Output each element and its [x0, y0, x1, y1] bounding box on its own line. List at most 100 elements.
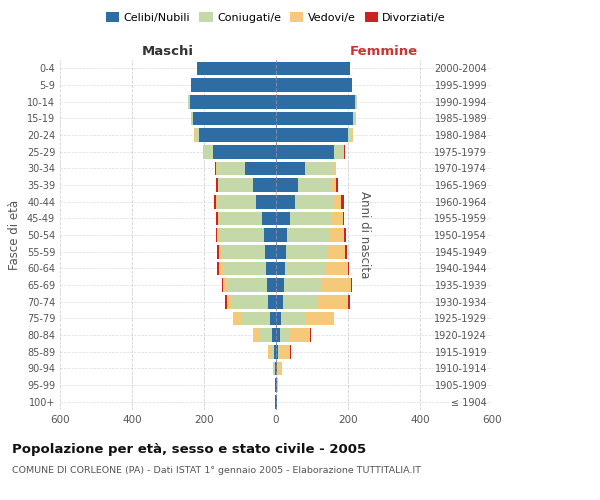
Bar [262, 212, 276, 225]
Bar [281, 312, 305, 325]
Bar [276, 112, 353, 125]
Bar [194, 128, 195, 142]
Bar [280, 345, 290, 358]
Bar [331, 178, 336, 192]
Bar [253, 328, 259, 342]
Bar [223, 278, 227, 292]
Bar [355, 95, 357, 108]
Bar [219, 245, 222, 258]
Bar [204, 145, 213, 158]
Bar [286, 245, 328, 258]
Text: Maschi: Maschi [142, 46, 194, 59]
Bar [219, 212, 262, 225]
Bar [191, 112, 193, 125]
Bar [298, 178, 331, 192]
Bar [272, 328, 276, 342]
Bar [278, 345, 280, 358]
Bar [215, 162, 216, 175]
Bar [197, 62, 276, 75]
Bar [289, 328, 310, 342]
Bar [332, 212, 343, 225]
Bar [317, 295, 348, 308]
Bar [223, 262, 266, 275]
Bar [222, 245, 265, 258]
Bar [276, 295, 283, 308]
Bar [336, 178, 338, 192]
Bar [276, 162, 305, 175]
Bar [355, 112, 356, 125]
Bar [290, 212, 332, 225]
Bar [287, 228, 330, 242]
Bar [352, 128, 353, 142]
Bar [188, 95, 190, 108]
Bar [284, 278, 322, 292]
Bar [275, 395, 276, 408]
Bar [199, 128, 276, 142]
Bar [277, 362, 278, 375]
Bar [334, 195, 341, 208]
Bar [216, 178, 218, 192]
Bar [268, 345, 271, 358]
Bar [274, 345, 276, 358]
Bar [269, 312, 276, 325]
Bar [328, 245, 346, 258]
Bar [276, 262, 285, 275]
Bar [233, 312, 241, 325]
Bar [203, 145, 204, 158]
Bar [348, 262, 349, 275]
Bar [276, 145, 334, 158]
Y-axis label: Anni di nascita: Anni di nascita [358, 192, 371, 278]
Bar [217, 162, 245, 175]
Bar [218, 212, 219, 225]
Bar [305, 162, 333, 175]
Bar [276, 128, 348, 142]
Bar [276, 278, 284, 292]
Bar [348, 128, 352, 142]
Bar [341, 195, 344, 208]
Bar [190, 95, 276, 108]
Bar [275, 378, 276, 392]
Bar [253, 178, 276, 192]
Bar [273, 362, 274, 375]
Bar [216, 195, 217, 208]
Bar [330, 228, 344, 242]
Bar [256, 195, 276, 208]
Bar [227, 278, 267, 292]
Bar [290, 345, 291, 358]
Bar [276, 95, 355, 108]
Bar [276, 395, 277, 408]
Bar [191, 78, 276, 92]
Bar [219, 262, 223, 275]
Bar [227, 295, 232, 308]
Bar [216, 162, 217, 175]
Bar [276, 212, 290, 225]
Bar [274, 362, 275, 375]
Bar [217, 262, 219, 275]
Bar [259, 328, 272, 342]
Bar [276, 328, 280, 342]
Bar [348, 295, 350, 308]
Bar [343, 145, 344, 158]
Text: COMUNE DI CORLEONE (PA) - Dati ISTAT 1° gennaio 2005 - Elaborazione TUTTITALIA.I: COMUNE DI CORLEONE (PA) - Dati ISTAT 1° … [12, 466, 421, 475]
Bar [343, 212, 344, 225]
Bar [266, 262, 276, 275]
Bar [232, 295, 268, 308]
Bar [344, 228, 346, 242]
Bar [353, 112, 355, 125]
Bar [214, 195, 216, 208]
Bar [326, 262, 348, 275]
Bar [271, 345, 274, 358]
Bar [217, 195, 256, 208]
Bar [276, 245, 286, 258]
Bar [333, 162, 336, 175]
Bar [265, 245, 276, 258]
Bar [350, 278, 352, 292]
Bar [283, 295, 317, 308]
Bar [220, 228, 265, 242]
Bar [216, 228, 217, 242]
Bar [276, 378, 277, 392]
Bar [277, 378, 278, 392]
Text: Popolazione per età, sesso e stato civile - 2005: Popolazione per età, sesso e stato civil… [12, 442, 366, 456]
Bar [336, 162, 337, 175]
Legend: Celibi/Nubili, Coniugati/e, Vedovi/e, Divorziati/e: Celibi/Nubili, Coniugati/e, Vedovi/e, Di… [101, 8, 451, 28]
